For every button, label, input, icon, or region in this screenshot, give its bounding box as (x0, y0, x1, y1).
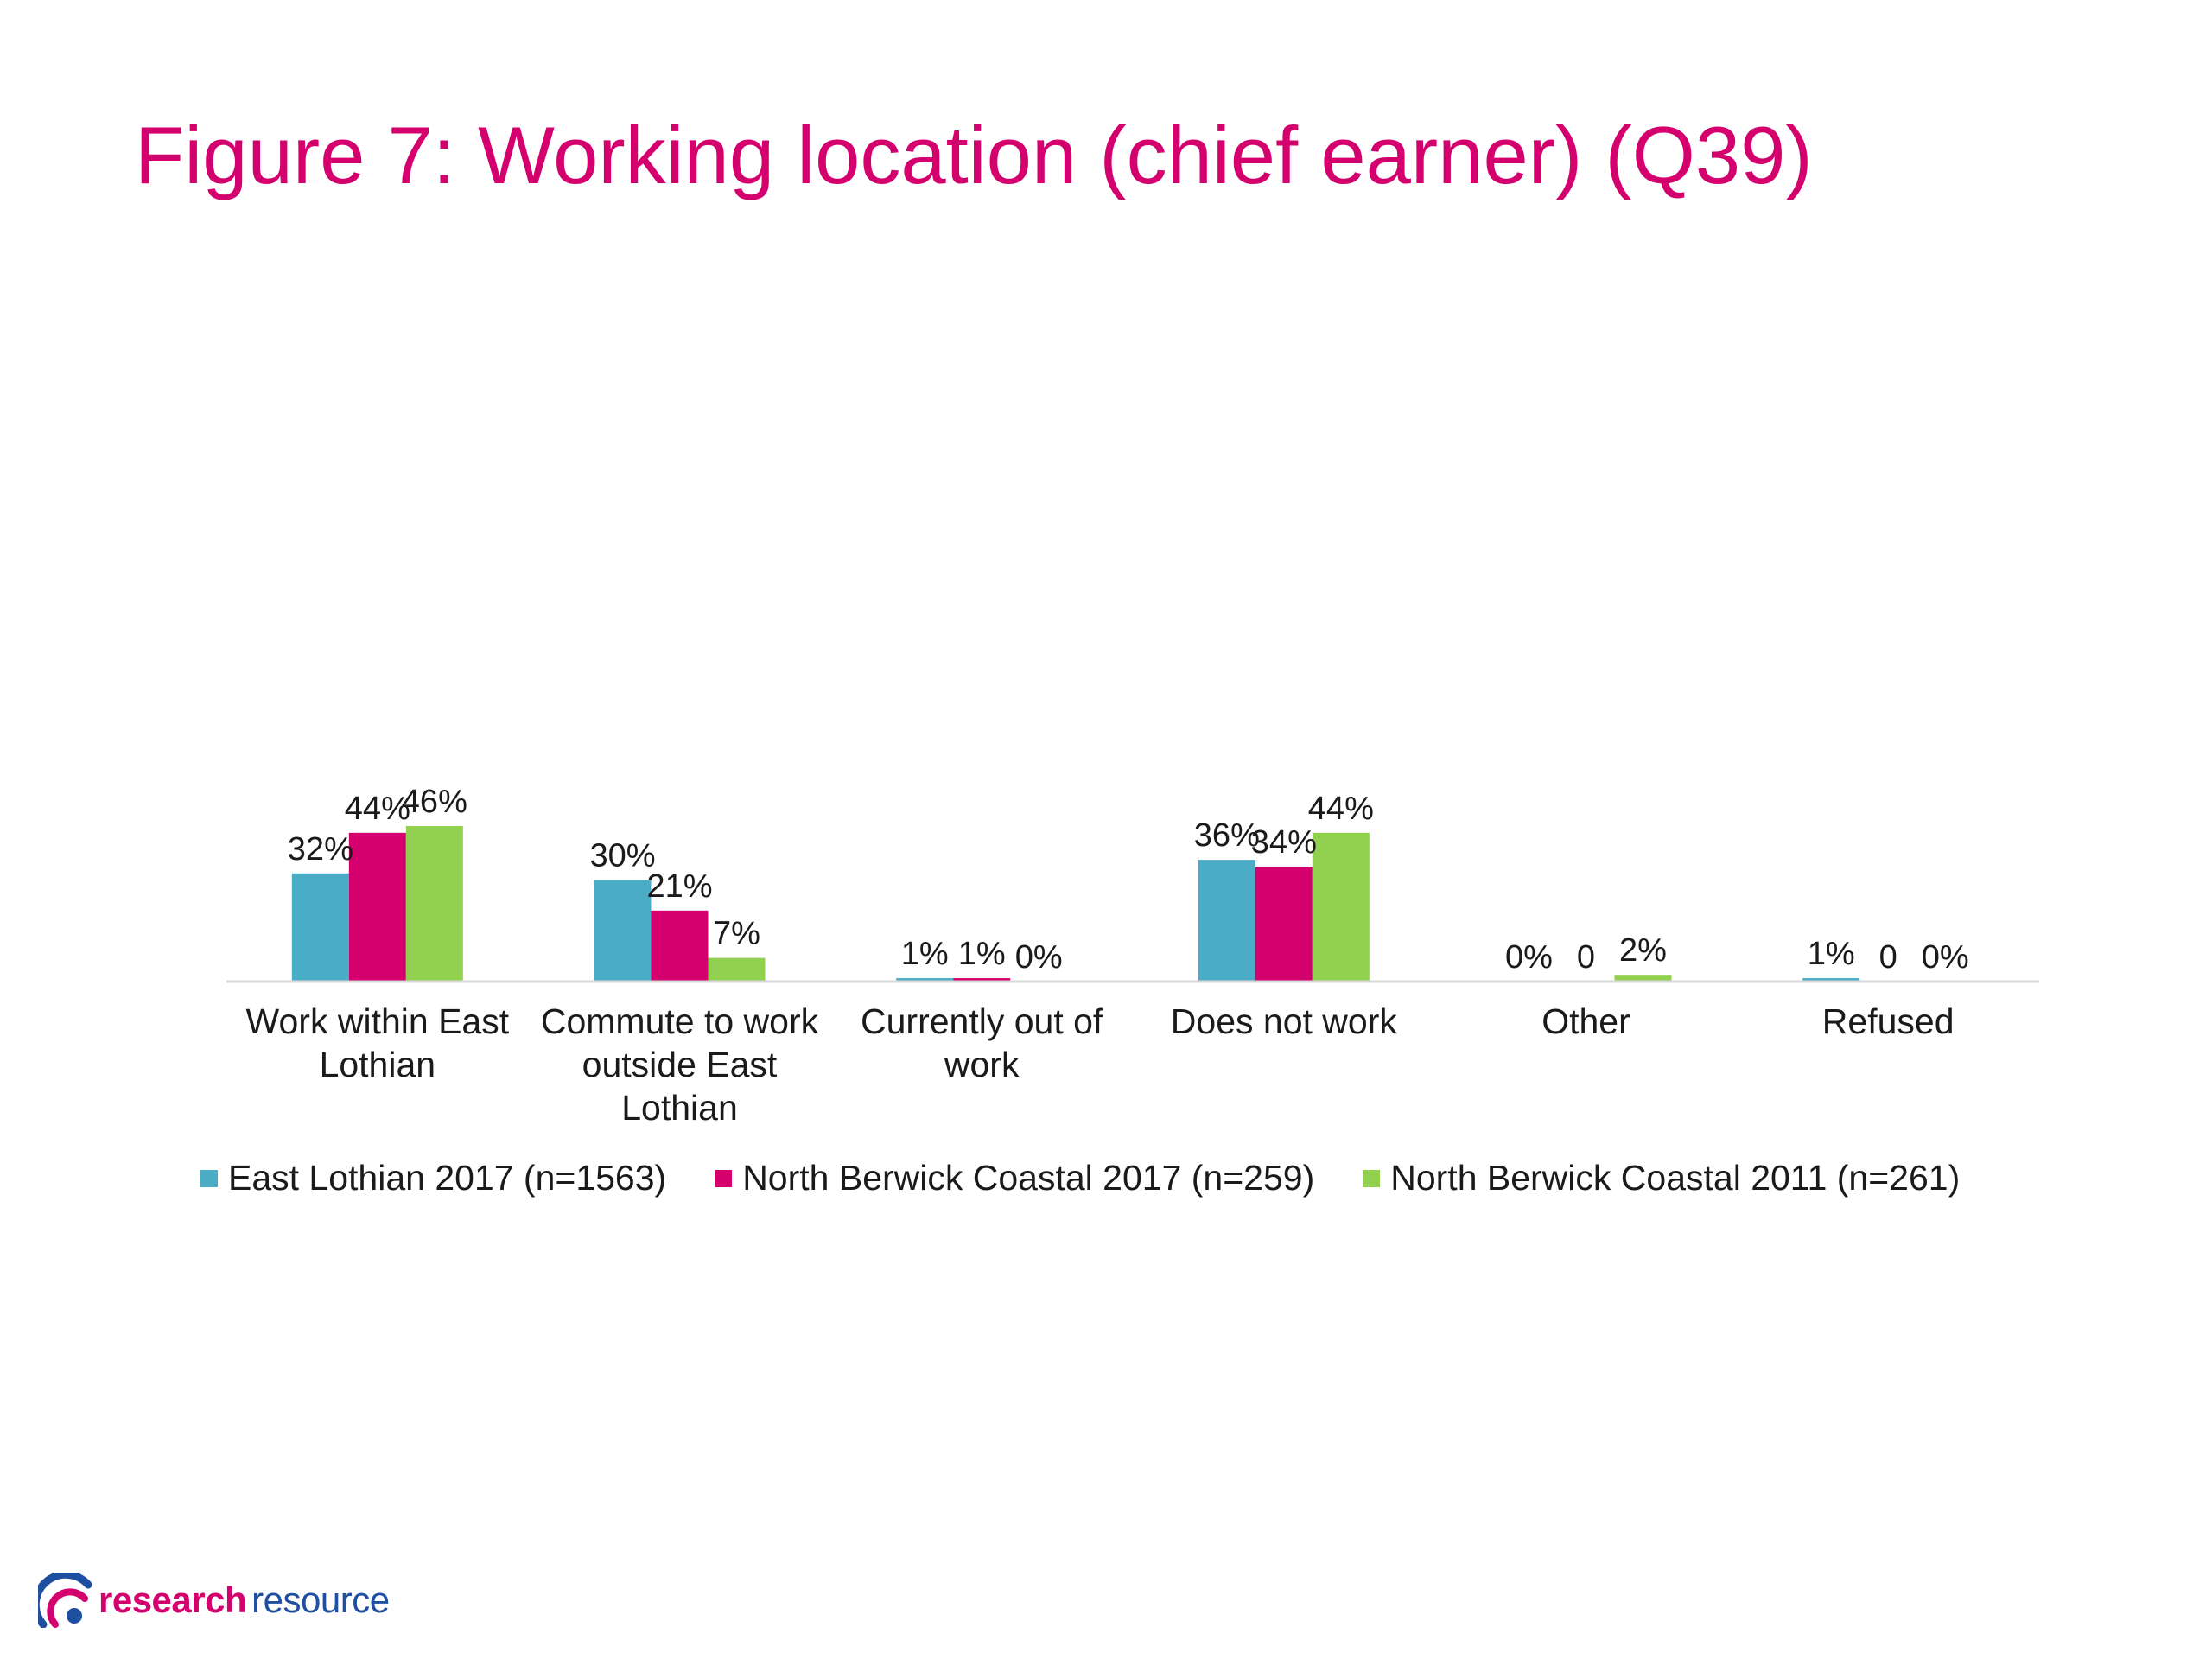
data-labels-layer: 32%44%46%30%21%7%1% 1% 0%36%34%44%0% 0 2% 1% 0… (288, 784, 1969, 976)
legend-item-series-0: East Lothian 2017 (n=1563) (200, 1158, 666, 1198)
data-label-series-0-cat-3: 36% (1194, 817, 1260, 854)
chart-title: Figure 7: Working location (chief earner… (135, 110, 1813, 200)
category-label-1: Commute to work outside East Lothian (541, 1001, 819, 1128)
data-label-series-2-cat-0: 46% (402, 784, 467, 820)
bar-series-2-cat-1 (708, 957, 766, 982)
research-resource-logo-icon (38, 1573, 92, 1628)
bar-series-0-cat-1 (594, 880, 652, 982)
legend-item-series-2: North Berwick Coastal 2011 (n=261) (1363, 1158, 1960, 1198)
data-label-series-1-cat-2: 1% (958, 936, 1006, 972)
bar-series-1-cat-3 (1255, 866, 1313, 982)
bar-series-1-cat-0 (348, 832, 406, 982)
data-label-series-0-cat-5: 1% (1808, 936, 1855, 972)
data-label-series-2-cat-5: 0% (1922, 939, 1969, 976)
legend-swatch-2 (1363, 1169, 1381, 1187)
legend-label-1: North Berwick Coastal 2017 (n=259) (742, 1158, 1315, 1198)
data-label-series-2-cat-4: 2% (1619, 932, 1667, 969)
data-label-series-1-cat-0: 44% (345, 791, 410, 827)
category-label-2: Currently out of work (861, 1001, 1103, 1084)
data-label-series-1-cat-1: 21% (646, 868, 712, 905)
bar-series-2-cat-3 (1312, 832, 1370, 982)
bar-series-2-cat-0 (405, 826, 463, 982)
chart-legend: East Lothian 2017 (n=1563) North Berwick… (200, 1158, 1960, 1198)
data-label-series-2-cat-3: 44% (1308, 791, 1374, 827)
bar-series-1-cat-1 (651, 910, 709, 982)
category-label-3: Does not work (1171, 1001, 1398, 1041)
bar-series-2-cat-4 (1614, 975, 1672, 982)
bar-series-0-cat-3 (1198, 860, 1255, 982)
bar-series-1-cat-2 (953, 978, 1011, 982)
data-label-series-1-cat-3: 34% (1251, 824, 1317, 861)
data-label-series-2-cat-1: 7% (713, 916, 760, 952)
bar-series-0-cat-5 (1802, 978, 1860, 982)
data-label-series-1-cat-4: 0 (1577, 939, 1595, 976)
legend-label-2: North Berwick Coastal 2011 (n=261) (1390, 1158, 1961, 1198)
data-label-series-0-cat-4: 0% (1505, 939, 1553, 976)
logo-word-research: research (99, 1580, 247, 1620)
legend-swatch-0 (200, 1169, 218, 1187)
category-label-0: Work within East Lothian (246, 1001, 510, 1084)
legend-item-series-1: North Berwick Coastal 2017 (n=259) (715, 1158, 1314, 1198)
logo-word-resource: resource (251, 1580, 390, 1620)
legend-label-0: East Lothian 2017 (n=1563) (228, 1158, 667, 1198)
data-label-series-0-cat-0: 32% (288, 831, 353, 868)
bar-series-0-cat-2 (896, 978, 954, 982)
data-label-series-0-cat-2: 1% (901, 936, 949, 972)
bar-series-0-cat-0 (291, 873, 349, 982)
category-label-5: Refused (1822, 1001, 1955, 1041)
legend-swatch-1 (715, 1169, 733, 1187)
data-label-series-1-cat-5: 0 (1879, 939, 1897, 976)
category-labels-layer: Work within East Lothian Commute to work ou… (246, 1001, 1955, 1128)
data-label-series-2-cat-2: 0% (1015, 939, 1063, 976)
brand-logo: research resource (38, 1573, 390, 1628)
category-label-4: Other (1541, 1001, 1630, 1041)
data-label-series-0-cat-1: 30% (589, 838, 655, 874)
bars-layer (291, 826, 1860, 982)
